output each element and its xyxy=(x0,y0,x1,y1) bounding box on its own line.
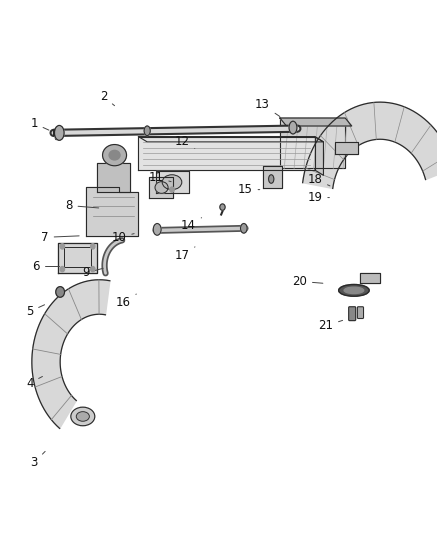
Polygon shape xyxy=(149,177,173,198)
Polygon shape xyxy=(58,243,97,273)
Ellipse shape xyxy=(240,223,247,233)
FancyBboxPatch shape xyxy=(357,307,364,318)
Text: 17: 17 xyxy=(174,247,195,262)
Text: 10: 10 xyxy=(111,231,134,244)
Polygon shape xyxy=(262,166,282,188)
Text: 9: 9 xyxy=(82,266,103,279)
Ellipse shape xyxy=(109,150,120,160)
Ellipse shape xyxy=(91,266,95,272)
Ellipse shape xyxy=(153,223,161,235)
Text: 11: 11 xyxy=(148,171,171,184)
Text: 6: 6 xyxy=(32,260,60,273)
Ellipse shape xyxy=(76,411,89,421)
Ellipse shape xyxy=(56,287,64,297)
Text: 18: 18 xyxy=(307,173,330,186)
Polygon shape xyxy=(360,273,380,284)
Text: 8: 8 xyxy=(65,199,99,212)
Polygon shape xyxy=(97,163,130,192)
Text: 5: 5 xyxy=(26,305,45,318)
Polygon shape xyxy=(138,136,315,170)
Text: 3: 3 xyxy=(30,451,45,469)
Text: 4: 4 xyxy=(26,376,42,390)
Ellipse shape xyxy=(71,407,95,426)
Polygon shape xyxy=(280,118,345,168)
Ellipse shape xyxy=(170,187,174,192)
Polygon shape xyxy=(138,136,323,142)
Polygon shape xyxy=(86,187,138,236)
Ellipse shape xyxy=(54,125,64,140)
Ellipse shape xyxy=(144,126,150,135)
Text: 1: 1 xyxy=(30,117,49,130)
Text: 7: 7 xyxy=(41,231,79,244)
Polygon shape xyxy=(32,280,110,429)
Ellipse shape xyxy=(268,175,274,183)
Text: 13: 13 xyxy=(255,98,280,117)
Ellipse shape xyxy=(155,182,168,193)
Text: 16: 16 xyxy=(116,294,136,309)
Text: 20: 20 xyxy=(292,275,323,288)
Polygon shape xyxy=(280,118,352,126)
Text: 12: 12 xyxy=(174,135,195,149)
Ellipse shape xyxy=(220,204,225,211)
Ellipse shape xyxy=(162,175,182,190)
Text: 19: 19 xyxy=(307,191,329,204)
Ellipse shape xyxy=(339,285,369,296)
Polygon shape xyxy=(335,142,358,154)
Ellipse shape xyxy=(102,144,127,166)
Ellipse shape xyxy=(91,244,95,249)
Ellipse shape xyxy=(60,266,64,272)
Ellipse shape xyxy=(289,121,297,134)
Text: 14: 14 xyxy=(181,217,201,232)
Text: 2: 2 xyxy=(100,90,115,106)
Polygon shape xyxy=(156,171,188,193)
Polygon shape xyxy=(303,102,438,189)
Text: 15: 15 xyxy=(238,183,260,196)
Text: 21: 21 xyxy=(318,319,343,333)
FancyBboxPatch shape xyxy=(349,307,356,320)
Polygon shape xyxy=(315,136,323,175)
Ellipse shape xyxy=(60,244,64,249)
Ellipse shape xyxy=(344,287,364,294)
